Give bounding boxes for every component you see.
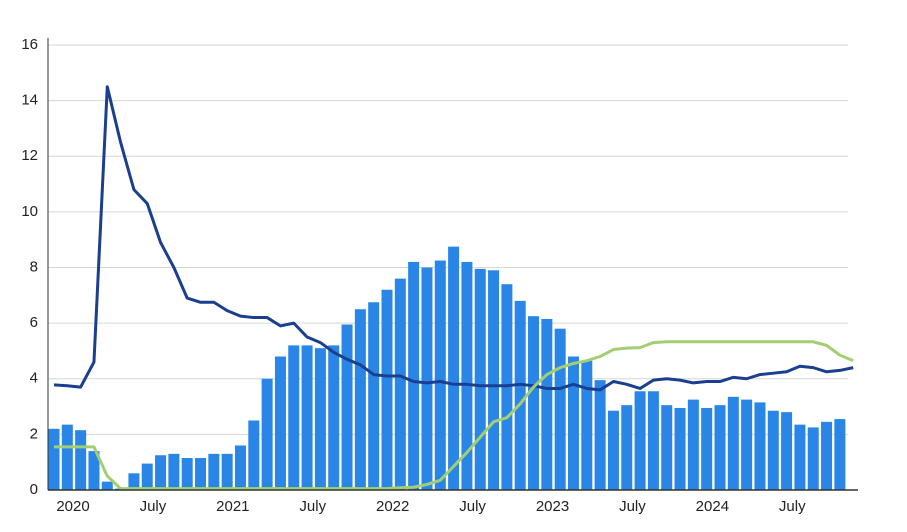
bar [541, 318, 553, 490]
x-tick-label: July [459, 498, 486, 515]
bar [528, 316, 540, 490]
bar [141, 463, 153, 490]
bar [301, 345, 313, 490]
bar [554, 328, 566, 490]
bar [754, 402, 766, 490]
bar [807, 427, 819, 490]
bar [488, 270, 500, 490]
bar [674, 407, 686, 490]
bar [168, 453, 180, 490]
bar [581, 360, 593, 490]
bar [248, 420, 260, 490]
bar [314, 348, 326, 490]
x-tick-label: 2020 [56, 498, 89, 515]
x-tick-label: 2023 [536, 498, 569, 515]
x-tick-label: 2024 [696, 498, 729, 515]
y-tick-label: 8 [30, 258, 38, 275]
bar [328, 345, 340, 490]
bar [567, 356, 579, 490]
bar [394, 278, 406, 490]
bar [474, 268, 486, 490]
bar [821, 421, 833, 490]
line-series [53, 85, 854, 392]
bar [408, 261, 420, 490]
bar [767, 410, 779, 490]
bar [594, 380, 606, 490]
y-tick-label: 14 [21, 92, 38, 109]
bar [101, 481, 113, 490]
bar [128, 473, 140, 490]
bar [221, 453, 233, 490]
bar [621, 405, 633, 490]
bar [261, 378, 273, 490]
line-series [54, 340, 854, 491]
bar [741, 399, 753, 490]
bar [195, 458, 207, 490]
bar [687, 399, 699, 490]
bar [341, 324, 353, 490]
bar [48, 428, 60, 490]
x-tick-label: July [299, 498, 326, 515]
bar [381, 289, 393, 490]
bar [288, 345, 300, 490]
bar [834, 419, 846, 490]
bar [234, 445, 246, 490]
y-tick-label: 4 [30, 370, 38, 387]
bar [714, 405, 726, 490]
y-tick-label: 2 [30, 425, 38, 442]
y-tick-label: 16 [21, 36, 38, 53]
bar [208, 453, 220, 490]
bar [155, 455, 167, 490]
bar [794, 424, 806, 490]
x-tick-label: July [619, 498, 646, 515]
x-tick-label: 2021 [216, 498, 249, 515]
bar [181, 458, 193, 490]
bar [661, 405, 673, 490]
y-tick-label: 12 [21, 147, 38, 164]
bar [75, 430, 87, 490]
bar [88, 451, 100, 490]
bar [368, 302, 380, 490]
bar [61, 424, 73, 490]
x-tick-label: July [779, 498, 806, 515]
bar [448, 246, 460, 490]
bar [701, 407, 713, 490]
x-tick-label: 2022 [376, 498, 409, 515]
bar [727, 396, 739, 490]
bar [354, 309, 366, 490]
bar [434, 260, 446, 490]
y-tick-label: 10 [21, 203, 38, 220]
y-tick-label: 6 [30, 314, 38, 331]
x-tick-label: July [140, 498, 167, 515]
bar [634, 391, 646, 490]
y-tick-label: 0 [30, 481, 38, 498]
bar [274, 356, 286, 490]
bar [647, 391, 659, 490]
bar [421, 267, 433, 490]
bar [607, 410, 619, 490]
bar [461, 261, 473, 490]
bar [514, 300, 526, 490]
bar [781, 412, 793, 490]
